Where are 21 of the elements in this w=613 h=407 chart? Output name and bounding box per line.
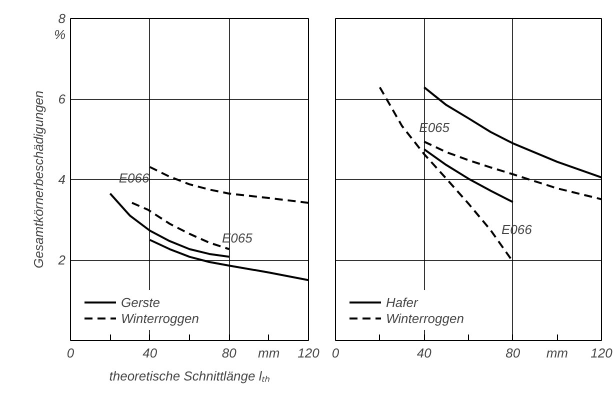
x-tick-label: 80 <box>222 346 238 360</box>
x-tick-label: mm <box>546 346 568 360</box>
legend-label: Winterroggen <box>121 310 199 326</box>
x-tick-label: 120 <box>590 346 613 360</box>
y-tick-label: 2 <box>57 252 66 268</box>
x-axis-title: theoretische Schnittlänge lₜₕ <box>109 368 271 384</box>
x-tick-label: 0 <box>332 346 340 360</box>
legend-label: Hafer <box>386 294 418 310</box>
y-tick-label: % <box>54 27 66 42</box>
x-tick-label: 40 <box>142 346 158 360</box>
x-tick-label: 80 <box>506 346 521 360</box>
x-tick-label: mm <box>258 346 280 360</box>
y-tick-label: 4 <box>58 172 66 187</box>
legend-label: Gerste <box>121 294 160 310</box>
y-tick-label: 8 <box>58 11 66 26</box>
x-tick-label: 120 <box>298 346 320 360</box>
y-tick-label: 6 <box>58 92 66 106</box>
legend-label: Winterroggen <box>386 310 464 326</box>
x-tick-label: 0 <box>66 346 75 360</box>
x-tick-label: 40 <box>416 346 432 360</box>
y-axis-title: Gesamtkörnerbeschädigungen <box>30 90 46 268</box>
